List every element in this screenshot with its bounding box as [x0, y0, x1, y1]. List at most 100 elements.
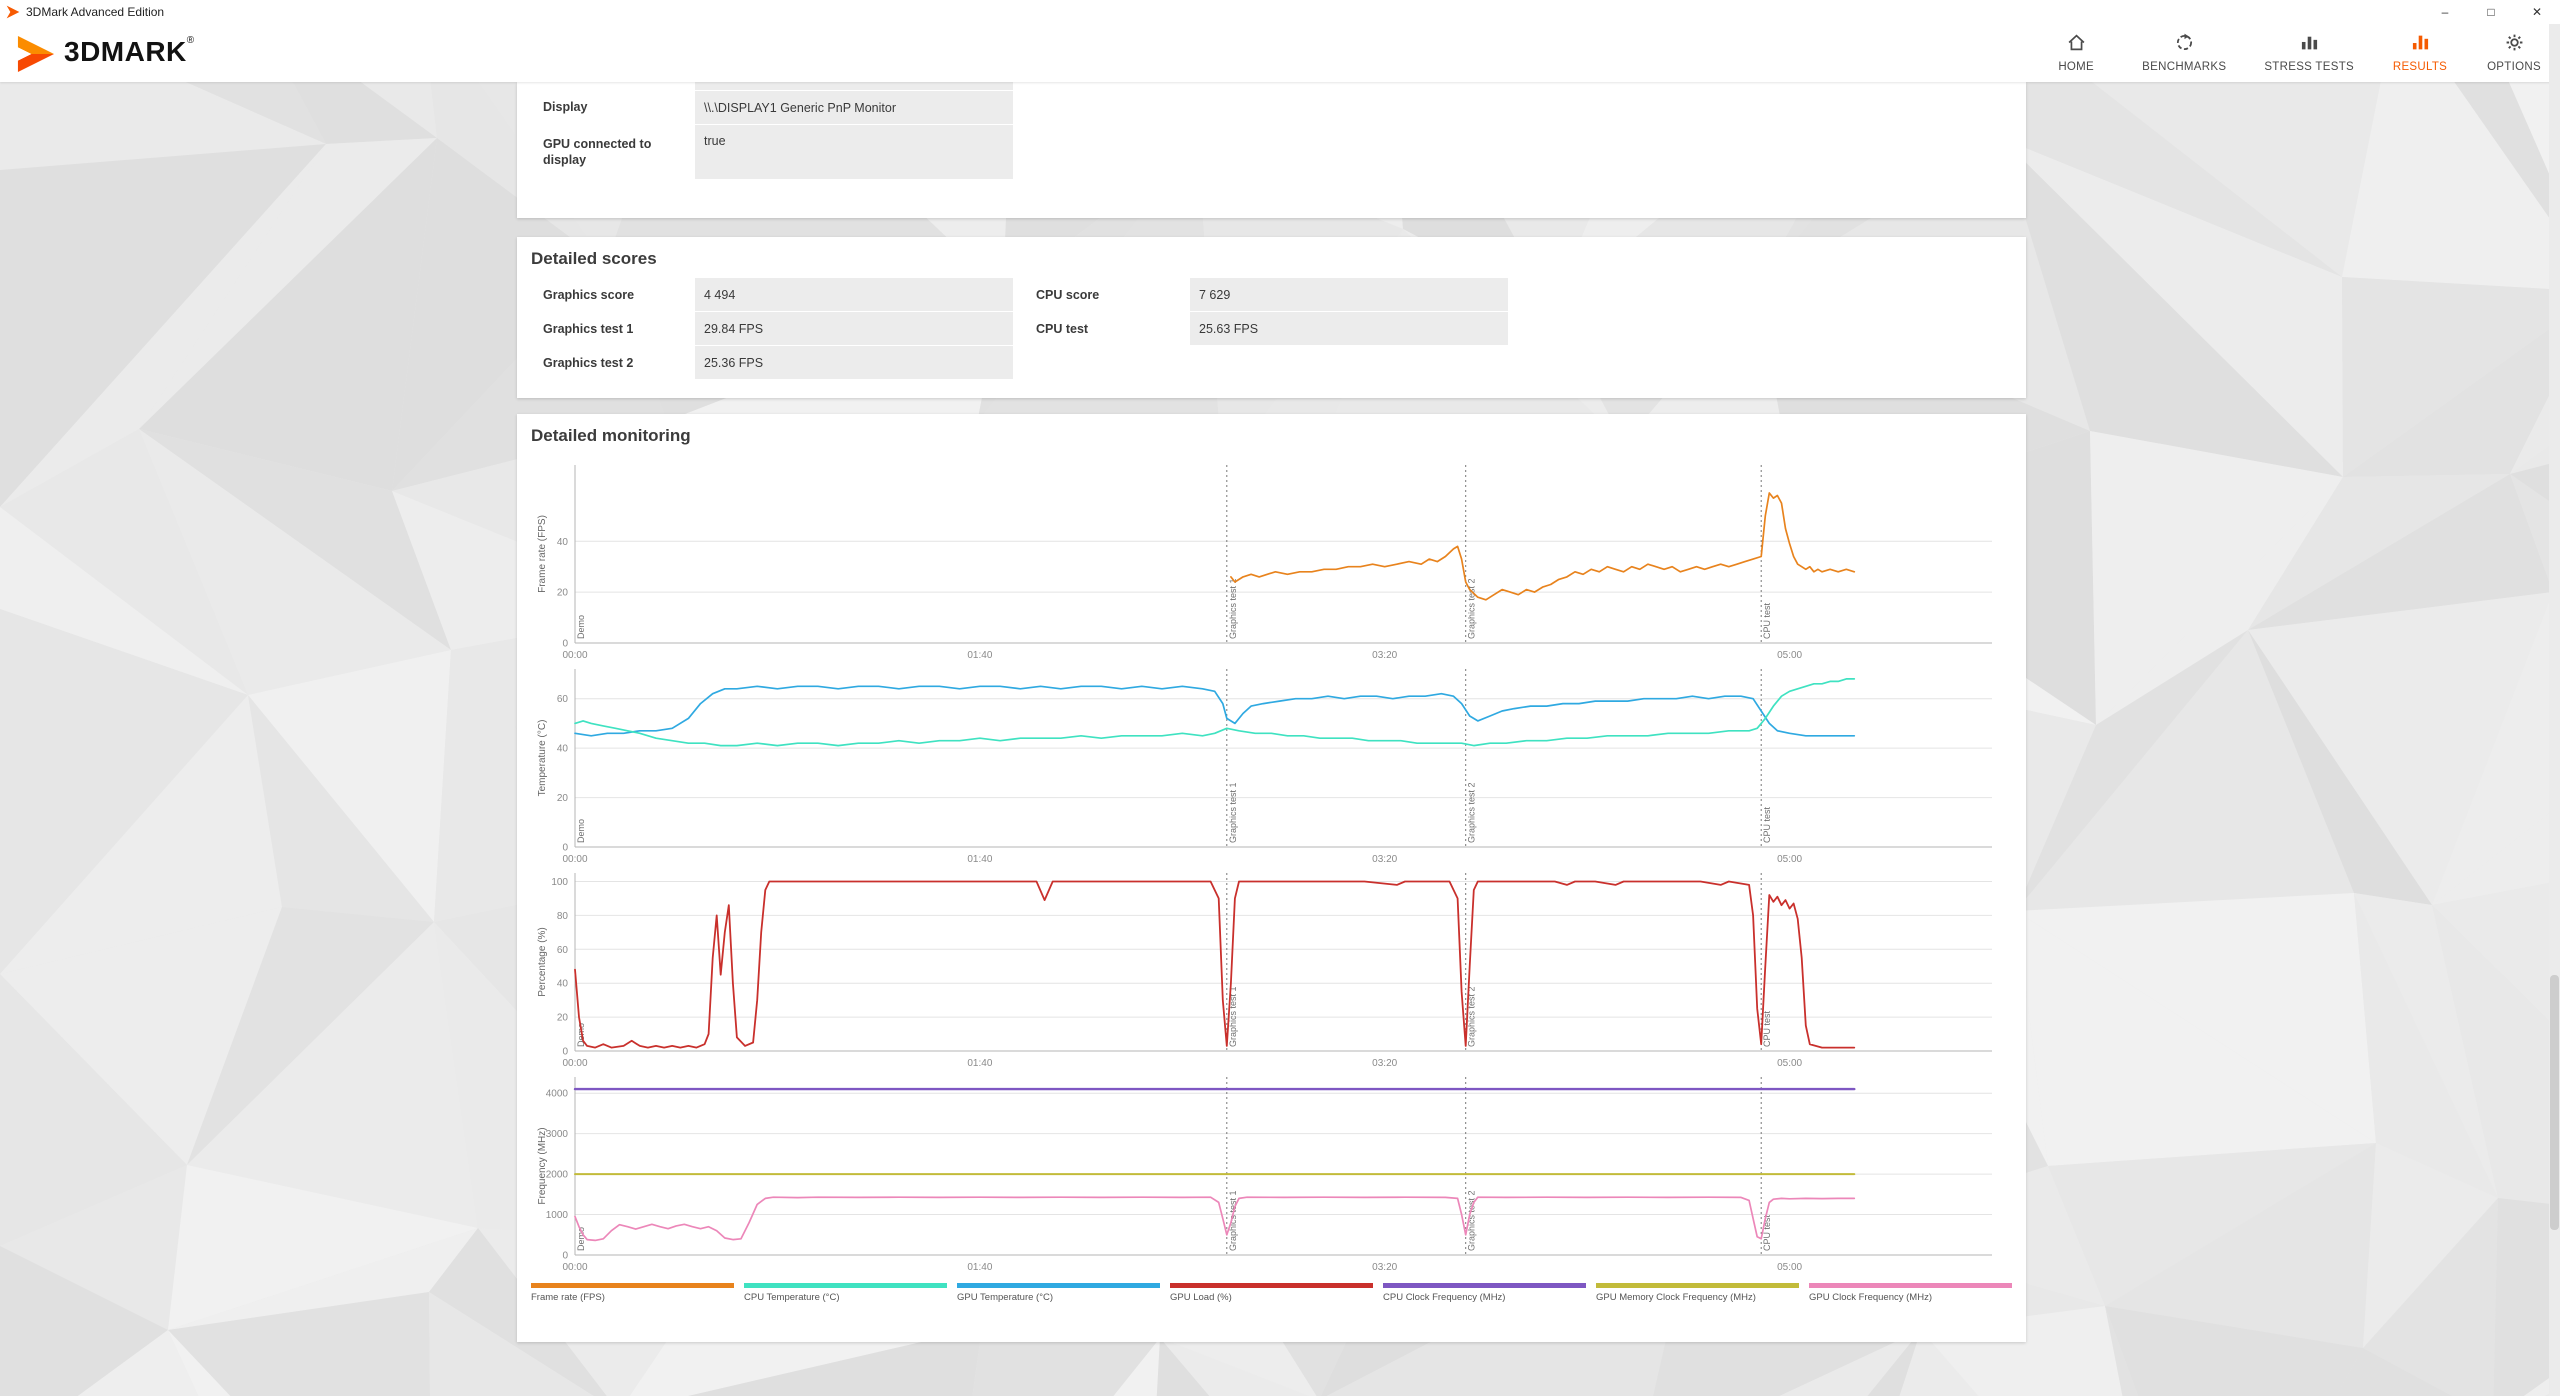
x-tick-label: 00:00	[562, 1058, 587, 1069]
y-tick-label: 0	[562, 639, 568, 650]
y-tick-label: 60	[557, 945, 569, 956]
score-label: CPU score	[1036, 287, 1100, 302]
value-box-partial	[695, 82, 1013, 90]
legend-item: CPU Temperature (°C)	[744, 1283, 947, 1303]
section-label: Demo	[576, 819, 586, 843]
app-logo-icon	[6, 5, 20, 19]
y-tick-label: 100	[551, 877, 568, 888]
x-tick-label: 03:20	[1372, 650, 1397, 661]
section-label: Demo	[576, 615, 586, 639]
legend-label: GPU Load (%)	[1170, 1292, 1232, 1303]
minimize-button[interactable]: –	[2441, 5, 2449, 19]
scrollbar-thumb[interactable]	[2550, 975, 2559, 1230]
legend-color-bar	[957, 1283, 1160, 1288]
score-label: Graphics test 2	[543, 355, 634, 370]
legend-label: GPU Clock Frequency (MHz)	[1809, 1292, 1932, 1303]
maximize-button[interactable]: □	[2487, 5, 2495, 19]
nav-options[interactable]: OPTIONS	[2486, 33, 2542, 73]
x-tick-label: 01:40	[967, 1262, 992, 1273]
x-tick-label: 03:20	[1372, 1058, 1397, 1069]
section-label: Graphics test 2	[1467, 1190, 1477, 1251]
section-label: Graphics test 2	[1467, 578, 1477, 639]
y-axis-title: Frequency (MHz)	[537, 1127, 548, 1204]
x-tick-label: 05:00	[1777, 650, 1802, 661]
x-tick-label: 03:20	[1372, 854, 1397, 865]
titlebar: 3DMark Advanced Edition – □ ✕	[0, 0, 2560, 24]
legend-label: Frame rate (FPS)	[531, 1292, 605, 1303]
nav-label: HOME	[2058, 61, 2095, 73]
section-label: CPU test	[1762, 1010, 1772, 1047]
y-tick-label: 1000	[546, 1210, 569, 1221]
legend-item: Frame rate (FPS)	[531, 1283, 734, 1303]
x-tick-label: 05:00	[1777, 854, 1802, 865]
options-icon	[2505, 33, 2524, 57]
legend-label: GPU Memory Clock Frequency (MHz)	[1596, 1292, 1756, 1303]
y-tick-label: 40	[557, 979, 569, 990]
section-label: Graphics test 1	[1228, 986, 1238, 1047]
series-line	[1230, 492, 1856, 601]
y-tick-label: 3000	[546, 1129, 569, 1140]
x-tick-label: 00:00	[562, 854, 587, 865]
graphics-test2-value: 25.36 FPS	[695, 346, 1013, 379]
nav-home[interactable]: HOME	[2048, 33, 2104, 73]
y-tick-label: 40	[557, 537, 569, 548]
nav-label: STRESS TESTS	[2264, 61, 2354, 73]
y-tick-label: 80	[557, 911, 569, 922]
section-label: Graphics test 1	[1228, 1190, 1238, 1251]
detailed-monitoring-title: Detailed monitoring	[531, 426, 691, 445]
legend-label: CPU Clock Frequency (MHz)	[1383, 1292, 1506, 1303]
window-title: 3DMark Advanced Edition	[26, 5, 165, 19]
system-info-row: Display \\.\DISPLAY1 Generic PnP Monitor	[543, 91, 2012, 124]
x-tick-label: 01:40	[967, 854, 992, 865]
legend-item: GPU Temperature (°C)	[957, 1283, 1160, 1303]
nav-label: BENCHMARKS	[2142, 61, 2227, 73]
nav-label: RESULTS	[2392, 61, 2448, 73]
legend-color-bar	[744, 1283, 947, 1288]
scrollbar[interactable]	[2549, 24, 2560, 1396]
close-button[interactable]: ✕	[2531, 5, 2543, 19]
y-tick-label: 20	[557, 793, 569, 804]
legend-item: GPU Clock Frequency (MHz)	[1809, 1283, 2012, 1303]
series-line	[574, 880, 1856, 1049]
detailed-monitoring-card: Detailed monitoring 0 20 40 00:00 01:40 03:20…	[517, 414, 2026, 1342]
cpu-test-value: 25.63 FPS	[1190, 312, 1508, 345]
legend-item: CPU Clock Frequency (MHz)	[1383, 1283, 1586, 1303]
logo-registered-mark: ®	[186, 35, 195, 46]
y-axis-title: Temperature (°C)	[537, 720, 548, 797]
main-nav: HOME BENCHMARKS STRESS TESTS RESULTS OPT…	[2048, 33, 2542, 73]
nav-results[interactable]: RESULTS	[2392, 33, 2448, 73]
section-label: Graphics test 2	[1467, 782, 1477, 843]
display-value: \\.\DISPLAY1 Generic PnP Monitor	[695, 91, 1013, 124]
x-tick-label: 00:00	[562, 650, 587, 661]
legend-color-bar	[531, 1283, 734, 1288]
x-tick-label: 00:00	[562, 1262, 587, 1273]
logo-arrow-icon	[17, 35, 55, 73]
system-info-row-partial	[543, 82, 2012, 90]
results-page-content: Display \\.\DISPLAY1 Generic PnP Monitor…	[517, 82, 2026, 1342]
3dmark-logo: 3DMARK ®	[16, 33, 194, 73]
cpu-score-value: 7 629	[1190, 278, 1508, 311]
nav-benchmarks[interactable]: BENCHMARKS	[2142, 33, 2226, 73]
temperature-chart: 0 20 40 60 00:00 01:40 03:20 05:00 Demo Graphics …	[537, 669, 1992, 865]
stress-tests-icon	[2300, 33, 2319, 57]
scores-grid: Graphics score 4 494 CPU score 7 629 Gra…	[543, 278, 2012, 379]
nav-stress-tests[interactable]: STRESS TESTS	[2264, 33, 2354, 73]
y-tick-label: 2000	[546, 1170, 569, 1181]
home-icon	[2067, 33, 2086, 57]
section-label: CPU test	[1762, 1214, 1772, 1251]
graphics-test1-value: 29.84 FPS	[695, 312, 1013, 345]
field-label: GPU connected to display	[543, 137, 652, 167]
score-label: Graphics score	[543, 287, 635, 302]
app-header: 3DMARK ® HOME BENCHMARKS STRESS TESTS R	[0, 24, 2560, 82]
chart-legend: Frame rate (FPS) CPU Temperature (°C) GPU …	[531, 1283, 2012, 1303]
field-label: Display	[543, 99, 588, 114]
system-info-row: GPU connected to display true	[543, 125, 2012, 179]
legend-label: CPU Temperature (°C)	[744, 1292, 840, 1303]
section-label: CPU test	[1762, 806, 1772, 843]
legend-item: GPU Load (%)	[1170, 1283, 1373, 1303]
graphics-score-value: 4 494	[695, 278, 1013, 311]
monitoring-charts: 0 20 40 00:00 01:40 03:20 05:00 Demo Graphics te…	[531, 459, 2012, 1273]
score-label: CPU test	[1036, 321, 1089, 336]
x-tick-label: 03:20	[1372, 1262, 1397, 1273]
window-controls: – □ ✕	[2422, 0, 2560, 24]
